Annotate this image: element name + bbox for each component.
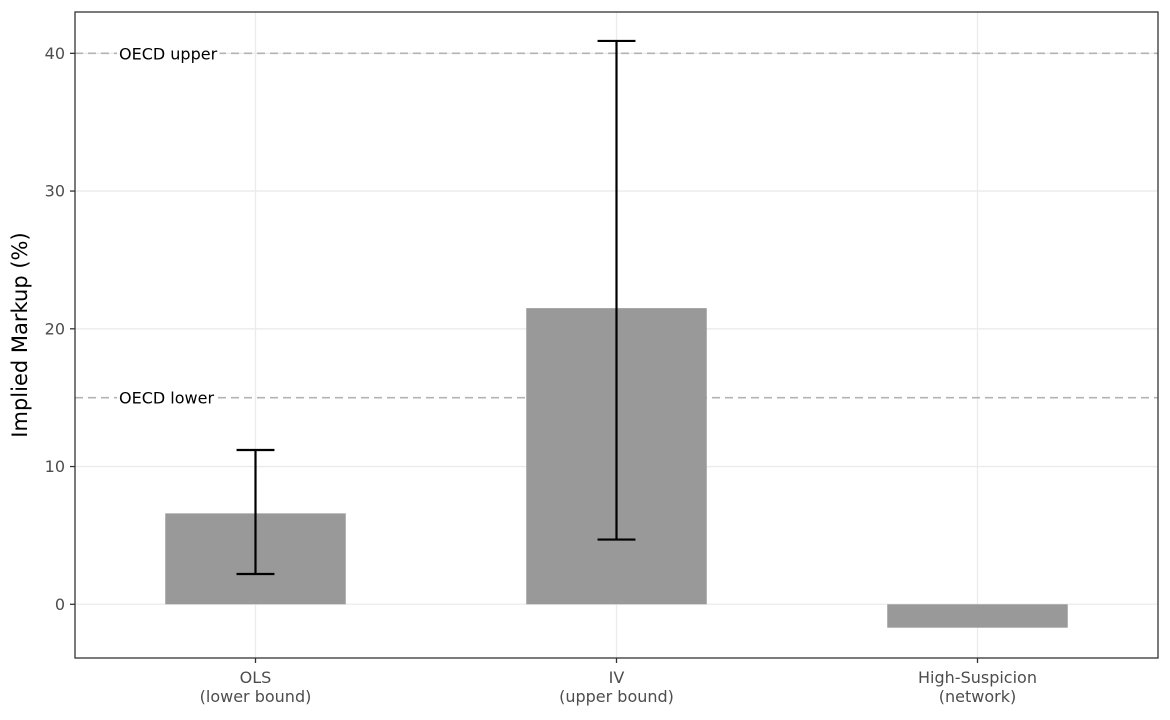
x-tick-label-line2: (network): [939, 687, 1016, 706]
reference-label-background: [117, 44, 220, 64]
reference-label: OECD lower: [119, 389, 214, 408]
reference-lines: [75, 52, 1158, 399]
y-tick-label: 20: [45, 319, 65, 338]
y-tick-label: 30: [45, 182, 65, 201]
error-bar: [597, 39, 636, 541]
bar: [887, 604, 1068, 628]
x-tick-label-line2: (upper bound): [559, 687, 674, 706]
reference-label-background: [117, 388, 217, 408]
y-axis-title: Implied Markup (%): [8, 232, 32, 437]
x-tick-label-line1: OLS: [240, 668, 272, 687]
error-bars: [236, 39, 636, 576]
x-axis: OLS(lower bound) IV(upper bound) High-Susp…: [200, 658, 1037, 706]
x-tick-label-line1: IV: [609, 668, 625, 687]
reference-label: OECD upper: [119, 44, 218, 63]
x-tick-label-line1: High-Suspicion: [918, 668, 1037, 687]
error-bar: [236, 448, 275, 576]
y-axis: 0 10 20 30 40: [45, 44, 75, 614]
y-tick-label: 0: [55, 595, 65, 614]
y-tick-label: 10: [45, 457, 65, 476]
x-tick-label-line2: (lower bound): [200, 687, 312, 706]
reference-labels: OECD upper OECD lower: [117, 44, 220, 408]
y-tick-label: 40: [45, 44, 65, 63]
